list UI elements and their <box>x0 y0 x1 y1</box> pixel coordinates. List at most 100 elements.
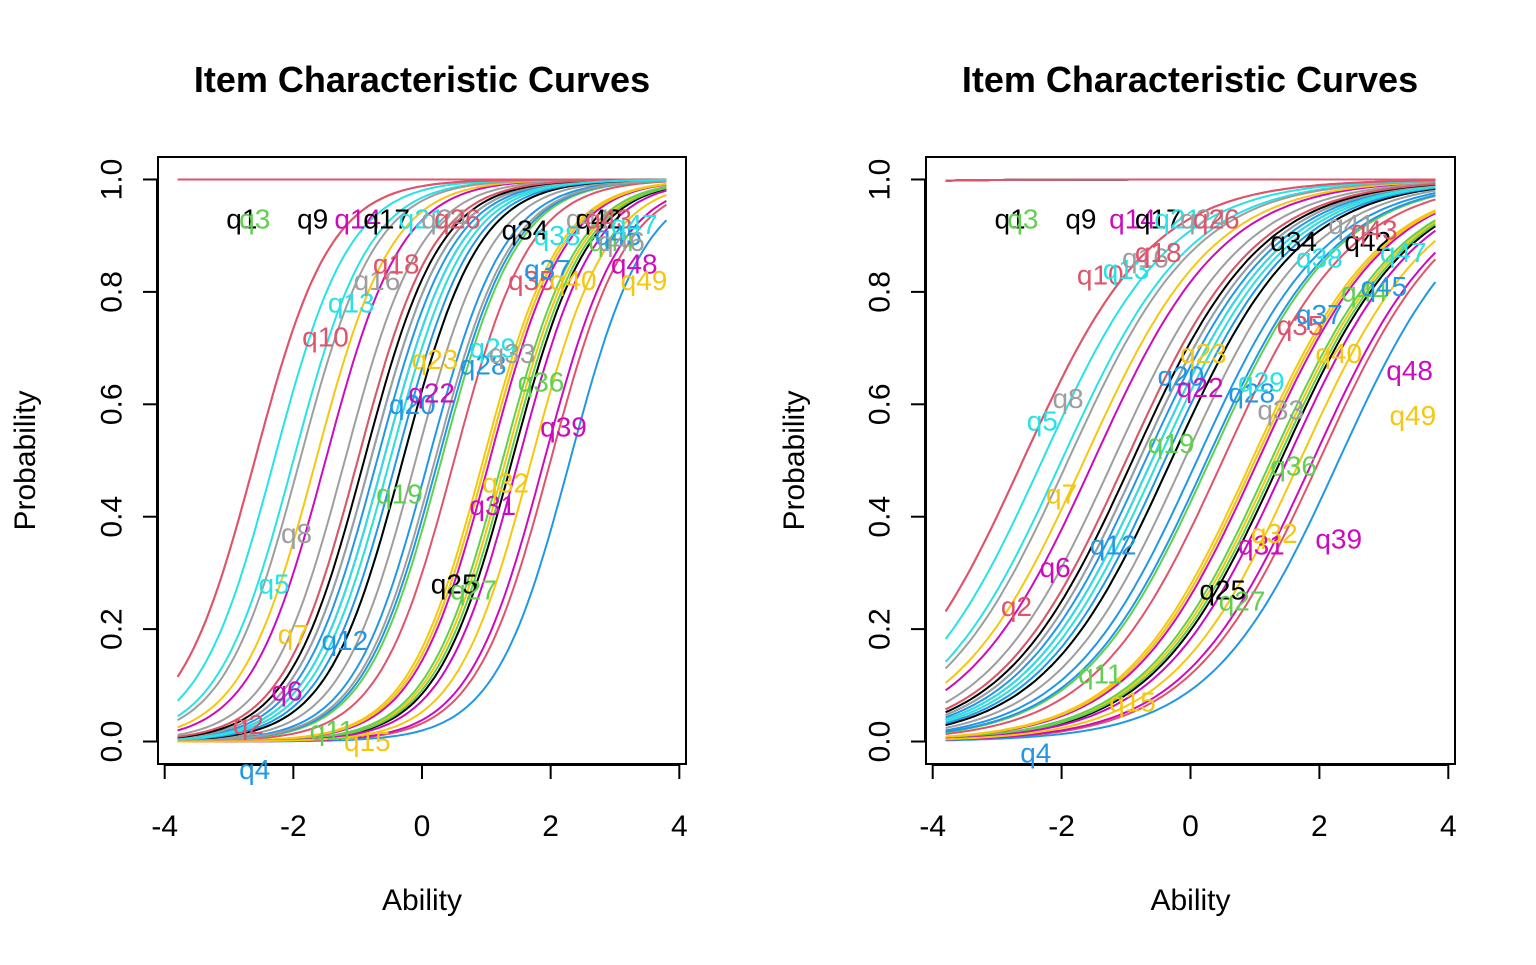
item-label-q25: q25 <box>1199 574 1246 605</box>
item-label-q6: q6 <box>271 675 302 706</box>
item-label-q7: q7 <box>1046 479 1077 510</box>
y-tick-label: 0.6 <box>864 383 897 425</box>
icc-curve-q16 <box>177 178 667 736</box>
item-label-q33: q33 <box>489 338 536 369</box>
icc-curve-q16 <box>945 182 1436 704</box>
item-label-q22: q22 <box>1177 372 1224 403</box>
icc-curve-q44 <box>945 195 1436 734</box>
item-label-q41: q41 <box>566 203 613 234</box>
icc-curve-q39 <box>945 251 1437 741</box>
y-axis-label: Probability <box>778 390 811 530</box>
y-tick-label: 0.6 <box>96 383 129 425</box>
icc-curve-q41 <box>945 184 1436 716</box>
item-label-q5: q5 <box>1027 406 1058 437</box>
y-tick-label: 0.0 <box>864 721 897 763</box>
icc-curve-q46 <box>177 179 667 742</box>
item-label-q38: q38 <box>1296 243 1343 274</box>
item-label-q45: q45 <box>1360 271 1407 302</box>
icc-curve-q47 <box>945 186 1436 723</box>
item-label-q21: q21 <box>1154 203 1201 234</box>
x-axis-label: Ability <box>382 884 462 917</box>
item-label-q12: q12 <box>1090 529 1137 560</box>
item-label-q13: q13 <box>1103 254 1150 285</box>
item-label-q29: q29 <box>1238 366 1285 397</box>
item-label-q10: q10 <box>302 321 349 352</box>
x-tick-label: 2 <box>1311 810 1328 843</box>
item-label-q9: q9 <box>297 203 328 234</box>
item-label-q1: q1 <box>994 203 1025 234</box>
icc-curve-q8 <box>177 178 667 721</box>
x-tick-label: 2 <box>542 810 559 843</box>
y-tick-label: 0.8 <box>96 271 129 313</box>
icc-curve-q38 <box>945 185 1436 721</box>
x-tick-label: -4 <box>151 810 178 843</box>
icc-curve-q13 <box>944 179 1436 640</box>
item-label-q18: q18 <box>1135 237 1182 268</box>
icc-curve-q28 <box>945 192 1436 732</box>
chart-panel-1: Item Characteristic Curves Ability Probabi… <box>9 59 688 917</box>
item-label-q24: q24 <box>1180 203 1227 234</box>
icc-curve-q47 <box>177 178 667 741</box>
item-label-q35: q35 <box>1277 310 1324 341</box>
item-label-q28: q28 <box>1228 378 1275 409</box>
item-label-q36: q36 <box>1270 451 1317 482</box>
item-label-q34: q34 <box>502 215 549 246</box>
item-label-q31: q31 <box>469 490 516 521</box>
chart-title: Item Characteristic Curves <box>962 59 1418 100</box>
item-label-q49: q49 <box>621 265 668 296</box>
item-label-q3: q3 <box>1007 203 1038 234</box>
item-label-q18: q18 <box>373 248 420 279</box>
icc-curve-q35 <box>945 198 1436 735</box>
curves-group <box>176 178 668 743</box>
item-label-q16: q16 <box>1122 243 1169 274</box>
item-label-q2: q2 <box>1001 591 1032 622</box>
item-label-q14: q14 <box>334 203 381 234</box>
icc-curve-q5 <box>177 178 667 718</box>
x-tick-label: 0 <box>1182 810 1199 843</box>
item-label-q49: q49 <box>1389 400 1436 431</box>
chart-title: Item Characteristic Curves <box>194 59 650 100</box>
item-label-q20: q20 <box>1157 361 1204 392</box>
item-label-q42: q42 <box>576 203 623 234</box>
item-label-q47: q47 <box>1380 237 1427 268</box>
item-label-q25: q25 <box>431 569 478 600</box>
plot-frame <box>157 156 687 765</box>
plot-frame <box>925 156 1456 765</box>
x-tick-label: 4 <box>1440 810 1457 843</box>
item-label-q28: q28 <box>460 349 507 380</box>
icc-curve-q37 <box>945 186 1436 725</box>
icc-curve-q18 <box>176 178 667 678</box>
item-label-q37: q37 <box>524 254 571 285</box>
item-label-q46: q46 <box>598 226 645 257</box>
item-label-q47: q47 <box>611 209 658 240</box>
icc-curve-q49 <box>177 193 667 743</box>
icc-curve-q27 <box>945 223 1436 740</box>
item-label-q22: q22 <box>408 378 455 409</box>
item-label-q14: q14 <box>1109 203 1156 234</box>
chart-panel-2: Item Characteristic Curves Ability Probabi… <box>778 59 1457 917</box>
x-tick-label: -2 <box>1048 810 1075 843</box>
icc-curve-q26 <box>945 178 1436 182</box>
icc-curve-q8 <box>944 180 1436 670</box>
icc-curve-q18 <box>944 179 1436 612</box>
icc-curve-q36 <box>945 219 1436 739</box>
item-label-q16: q16 <box>354 265 401 296</box>
icc-curve-q45 <box>945 194 1436 733</box>
item-label-q3: q3 <box>239 203 270 234</box>
item-label-q29: q29 <box>469 333 516 364</box>
y-tick-label: 1.0 <box>864 159 897 201</box>
item-label-q21: q21 <box>399 203 446 234</box>
item-label-q19: q19 <box>376 479 423 510</box>
y-tick-label: 0.2 <box>96 608 129 650</box>
item-label-q2: q2 <box>233 709 264 740</box>
item-label-q35: q35 <box>508 265 555 296</box>
icc-curve-q12 <box>945 184 1436 719</box>
item-label-q41: q41 <box>1328 209 1375 240</box>
icc-curve-q35 <box>177 180 667 743</box>
item-label-q48: q48 <box>1386 355 1433 386</box>
item-label-q33: q33 <box>1257 394 1304 425</box>
item-label-q17: q17 <box>363 203 410 234</box>
item-label-q11: q11 <box>1078 659 1123 690</box>
item-label-q24: q24 <box>421 203 468 234</box>
